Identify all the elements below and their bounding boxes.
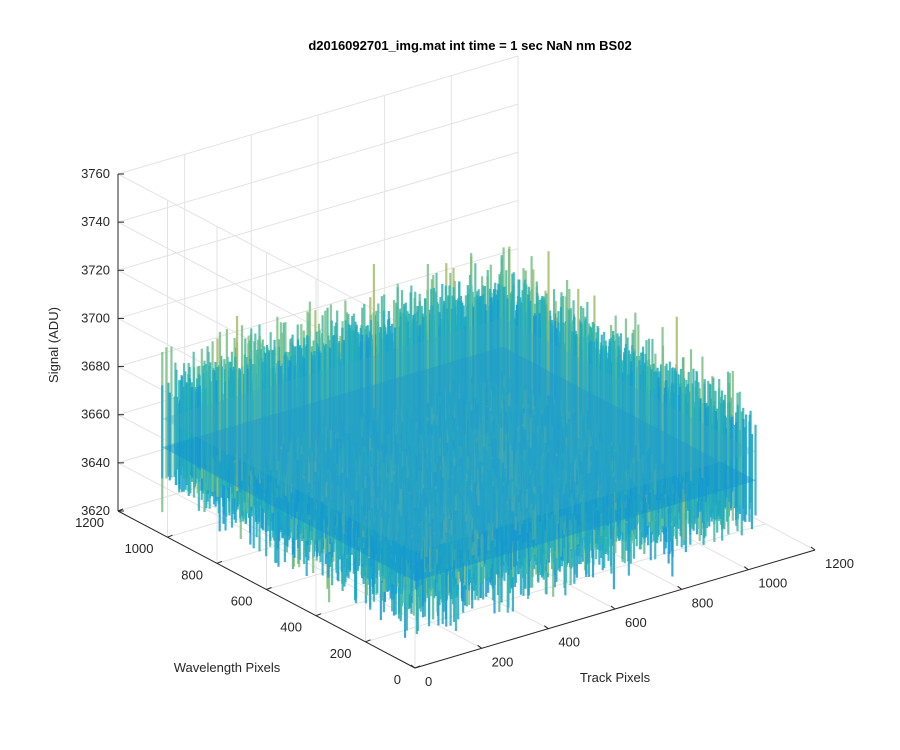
surface-data (161, 246, 757, 638)
